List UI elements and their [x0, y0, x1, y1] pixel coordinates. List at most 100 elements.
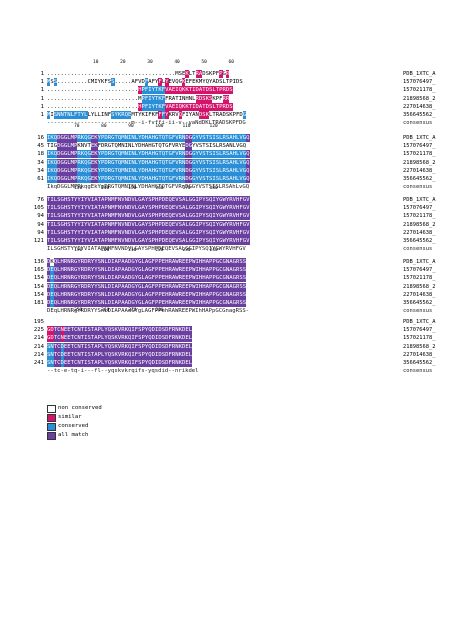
sequence-row: 195 PDB_1XTC_A	[0, 318, 450, 326]
sequence-label: 356645562_	[403, 238, 436, 244]
sequence-label: consensus	[403, 246, 433, 253]
sequence-label: 21898568_2	[403, 221, 436, 228]
sequence-label: 157076497_	[403, 327, 436, 334]
sequence-row: 94 TILSGHSTYYIYVIATAPNMFNVNDVLGAYSPHPDEQE…	[0, 220, 450, 229]
legend-swatch	[47, 423, 56, 431]
residue-sequence: TILSGHSTYYIYVIATAPNMFNVNDVLGAYSPHPDEQEVS…	[47, 204, 250, 213]
consensus-row: ILSGHSTYYIYVIATAPNMFNVNDVLGAYSPHPDEQEVSA…	[0, 245, 450, 253]
residue-sequence: ...........................MPFIYTKFFRATI…	[47, 94, 230, 103]
sequence-row: 34 IKQDGGLMPRKQGEKYPDRGTQMNINLYDHAHGTQTGF…	[0, 166, 450, 175]
residue-sequence: IKQDGGLMPRKQGEKYPDRGTQMNINLYDHAHGTQTGFVR…	[47, 166, 250, 175]
sequence-label: 157021178_	[403, 151, 436, 158]
row-start-number: 154	[33, 283, 44, 290]
row-start-number: 154	[33, 291, 44, 298]
residue-sequence: ......................................MS…	[47, 70, 230, 78]
sequence-row: 45 TIGDGGLMPKNVTEKFDRGTQMNINLYDHAHGTQTGFV…	[0, 142, 450, 151]
sequence-label: 157076497_	[403, 267, 436, 274]
consensus-sequence: DEqLHRNRgYRDRYYSnLDIAPAAdGYgLAGFPPehRAWR…	[47, 308, 250, 315]
position-ruler: 190 200 210 220 230 240	[47, 248, 218, 253]
sequence-row: 34 IKQDGGLMPRKQGEKYPDRGTQMNINLYDHAHGTQTGF…	[0, 158, 450, 167]
row-start-number: 18	[37, 151, 44, 158]
row-start-number: 214	[33, 335, 44, 342]
sequence-row: 154 DEQLHRNRGYRDRYYSNLDIAPAADGYGLAGFPPEHR…	[0, 290, 450, 299]
residue-sequence: GDTCNEETCNTISTAPLYQSKVRKQIFSPYQDIDSDFRNK…	[47, 334, 193, 343]
sequence-row: 136 DKQLHRNRGYRDRYYSNLDIAPAADGYGLAGFPPEHR…	[0, 258, 450, 266]
sequence-row: 94 TILSGHSTYYIYVIATAPNMFNVNDVLGAYSPHPDEQE…	[0, 212, 450, 221]
residue-sequence: DEQLHRNRGYRDRYYSNLDIAPAADGYGLAGFPPEHRAWR…	[47, 266, 247, 275]
residue-sequence: SNTCDEETCNTISTAPLYQSKVRKQIFSPYQDIDSDFRNK…	[47, 342, 193, 351]
row-start-number: 1	[40, 87, 44, 94]
sequence-row: 214 SNTCDEETCNTISTAPLYQSKVRKQIFSPYQDIDSDF…	[0, 350, 450, 359]
residue-sequence: TILSGHSTYYIYVIATAPNMFNVNDVLGAYSPHPDEQEVS…	[47, 212, 250, 221]
consensus-row: IkqDGGLMPRkqgEkYpDRGTQMNINLYDHAHGTQTGFVR…	[0, 183, 450, 191]
sequence-row: 1 ...........................MPFIYTKFFRAT…	[0, 94, 450, 103]
row-start-number: 1	[40, 103, 44, 110]
sequence-row: 181 DEQLHRNRGYRDRYYSNLDIAPAADGYGLAGFPPEHR…	[0, 299, 450, 307]
consensus-row: DEqLHRNRgYRDRYYSnLDIAPAAdGYgLAGFPPehRAWR…	[0, 307, 450, 315]
position-ruler: 70 80 90 100 110 120	[47, 124, 218, 129]
sequence-label: 227014638_	[403, 351, 436, 358]
sequence-row: 1 ......................................M…	[0, 70, 450, 78]
row-start-number: 121	[33, 238, 44, 244]
sequence-row: 76 TILSGHSTYYIYVIATAPNMFNVNDVLGAYSPHPDEQE…	[0, 196, 450, 204]
sequence-label: 227014638_	[403, 103, 436, 110]
residue-sequence: TILSGHSTYYIYVIATAPNMFNVNDVLGAYSPHPDEQEVS…	[47, 220, 250, 229]
residue-sequence: IKQDGGLMPRKQGEKYPDRGTQMNINLYDHAHGTQTGFVR…	[47, 134, 250, 142]
residue-sequence: IKQDGGLMPRKQGEKYPDRGTQMNINLYDHAHGTQTGFVR…	[47, 175, 250, 183]
sequence-row: 18 IKQDGGLMPRKQGEKYPDRGTQMNINLYDHAHGTQTGF…	[0, 150, 450, 159]
row-start-number: 34	[37, 159, 44, 166]
sequence-label: 157076497_	[403, 205, 436, 212]
sequence-label: 356645562_	[403, 112, 436, 118]
legend-label: similar	[58, 414, 82, 420]
residue-sequence: SNTCDEETCNTISTAPLYQSKVRKQIFSPYQDIDSDFRNK…	[47, 359, 193, 367]
row-start-number: 214	[33, 351, 44, 358]
sequence-label: 157076497_	[403, 143, 436, 150]
sequence-label: 157021178_	[403, 87, 436, 94]
residue-sequence: IKQDGGLMPRKQGEKYPDRGTQMNINLYDHAHGTQTGFVR…	[47, 158, 250, 167]
row-start-number: 214	[33, 343, 44, 350]
row-start-number: 45	[37, 143, 44, 150]
sequence-label: PDB_1XTC_A	[403, 71, 436, 77]
residue-sequence: DEQLHRNRGYRDRYYSNLDIAPAADGYGLAGFPPEHRAWR…	[47, 282, 247, 291]
row-start-number: 225	[33, 327, 44, 334]
sequence-label: 21898568_2	[403, 343, 436, 350]
legend-label: all match	[58, 432, 89, 438]
row-start-number: 165	[33, 267, 44, 274]
consensus-sequence: -------------------------m--i-fvffi-ii-v…	[47, 120, 246, 127]
position-ruler: 250 260 270 280	[47, 308, 164, 313]
sequence-row: 154 DEQLHRNRGYRDRYYSNLDIAPAADGYGLAGFPPEHR…	[0, 282, 450, 291]
consensus-sequence: ILSGHSTYYIYVIATAPNMFNVNDVLGAYSPHPDEQEVSA…	[47, 246, 246, 253]
sequence-label: 227014638_	[403, 167, 436, 174]
row-start-number: 136	[33, 259, 44, 265]
row-start-number: 241	[33, 360, 44, 366]
consensus-row: --tc-e-tq-i---fl--yqskvkrqifs-yqsdid--nr…	[0, 367, 450, 375]
sequence-label: 356645562_	[403, 360, 436, 366]
sequence-label: consensus	[403, 184, 433, 191]
legend-label: conserved	[58, 423, 89, 429]
row-start-number: 195	[33, 319, 44, 325]
sequence-label: 356645562_	[403, 300, 436, 306]
sequence-label: 227014638_	[403, 229, 436, 236]
sequence-row: 1 MISNNTNLFTYLLYLLINFSYKRQEMTYKIFKFFFYKRV…	[0, 111, 450, 119]
legend-swatch	[47, 405, 56, 413]
row-start-number: 94	[37, 213, 44, 220]
row-start-number: 16	[37, 135, 44, 141]
sequence-label: consensus	[403, 120, 433, 127]
row-start-number: 1	[40, 95, 44, 102]
sequence-label: PDB_1XTC_A	[403, 197, 436, 203]
sequence-label: consensus	[403, 368, 433, 375]
row-start-number: 181	[33, 300, 44, 306]
row-start-number: 76	[37, 197, 44, 203]
sequence-row: 61 IKQDGGLMPRKQGEKYPDRGTQMNINLYDHAHGTQTGF…	[0, 175, 450, 183]
residue-sequence: DEQLHRNRGYRDRYYSNLDIAPAADGYGLAGFPPEHRAWR…	[47, 290, 247, 299]
sequence-row: 1 ...........................HPFIYTKFVAEI…	[0, 102, 450, 111]
residue-sequence: IKQDGGLMPRKQGEKYPDRGTQMNINLYDHAHGTQTGFVR…	[47, 150, 250, 159]
position-ruler: 10 20 30 40 50 60	[47, 60, 234, 65]
sequence-label: 21898568_2	[403, 95, 436, 102]
sequence-label: 157021178_	[403, 213, 436, 220]
sequence-label: 227014638_	[403, 291, 436, 298]
row-start-number: 61	[37, 176, 44, 182]
row-start-number: 1	[40, 112, 44, 118]
sequence-row: 121 TILSGHSTYYIYVIATAPNMFNVNDVLGAYSPHPDEQ…	[0, 237, 450, 245]
row-start-number: 105	[33, 205, 44, 212]
